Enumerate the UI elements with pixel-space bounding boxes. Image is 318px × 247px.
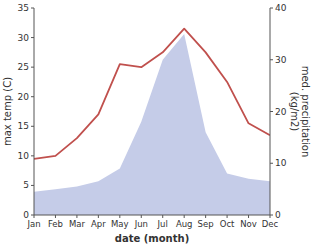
y2-tick — [270, 163, 273, 164]
x-tick — [248, 215, 249, 218]
x-tick — [184, 215, 185, 218]
x-tick-label: May — [111, 219, 129, 229]
y-tick — [31, 126, 34, 127]
y-tick-label: 15 — [18, 121, 29, 131]
y-tick — [31, 185, 34, 186]
y-tick — [31, 8, 34, 9]
x-tick-label: Jun — [134, 219, 148, 229]
y-tick-label: 20 — [18, 92, 30, 102]
y2-axis-label-line: med. precipitation — [300, 66, 311, 158]
y2-tick — [270, 111, 273, 112]
temperature-line — [34, 29, 270, 159]
y2-tick — [270, 59, 273, 60]
x-tick — [227, 215, 228, 218]
x-axis-line — [34, 215, 270, 216]
y2-tick — [270, 8, 273, 9]
x-tick — [34, 215, 35, 218]
x-tick-label: Nov — [240, 219, 257, 229]
x-tick — [141, 215, 142, 218]
x-tick — [55, 215, 56, 218]
y-axis-label: max temp (C) — [2, 77, 13, 146]
x-axis-label: date (month) — [115, 233, 189, 244]
y-tick — [31, 67, 34, 68]
x-tick — [76, 215, 77, 218]
x-tick — [98, 215, 99, 218]
plot-area — [34, 29, 270, 215]
y2-tick-label: 20 — [275, 107, 287, 117]
x-tick — [119, 215, 120, 218]
chart: 05101520253035010203040JanFebMarAprMayJu… — [0, 0, 318, 247]
y-axis-line — [34, 8, 35, 215]
y-tick-label: 35 — [18, 3, 29, 13]
y2-tick-label: 40 — [275, 3, 287, 13]
y2-tick-label: 30 — [275, 55, 287, 65]
y-tick-label: 30 — [18, 33, 30, 43]
y2-tick-label: 10 — [275, 158, 287, 168]
y-tick-label: 25 — [18, 62, 29, 72]
x-tick — [270, 215, 271, 218]
x-tick — [162, 215, 163, 218]
x-tick-label: Feb — [48, 219, 63, 229]
precipitation-area — [34, 34, 270, 215]
x-tick-label: Sep — [198, 219, 214, 229]
y-tick — [31, 96, 34, 97]
y-tick-label: 10 — [18, 151, 30, 161]
x-tick-label: Jan — [26, 219, 40, 229]
y2-axis-label: med. precipitation(kg/m2) — [289, 66, 311, 158]
x-tick-label: Jul — [157, 219, 168, 229]
x-tick — [205, 215, 206, 218]
x-tick-label: Apr — [91, 219, 106, 229]
y-tick — [31, 155, 34, 156]
x-tick-label: Mar — [69, 219, 86, 229]
x-tick-label: Oct — [220, 219, 235, 229]
y-tick-label: 5 — [23, 180, 29, 190]
y-tick — [31, 37, 34, 38]
y2-axis-label-line: (kg/m2) — [289, 92, 300, 132]
x-tick-label: Aug — [176, 219, 193, 229]
x-tick-label: Dec — [262, 219, 279, 229]
